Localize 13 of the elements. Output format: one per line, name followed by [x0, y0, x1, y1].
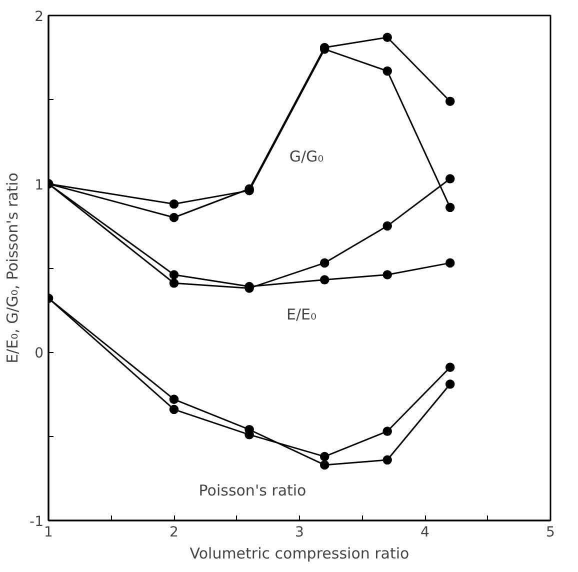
y-tick-label: -1 [30, 514, 44, 530]
y-tick-label: 0 [34, 346, 44, 362]
y-tick-label: 2 [34, 9, 44, 25]
x-tick-label: 3 [295, 524, 304, 540]
x-tick-label: 2 [170, 524, 178, 540]
annotation: E/E₀ [286, 306, 317, 324]
x-tick-label: 5 [546, 524, 555, 540]
annotation: Poisson's ratio [198, 482, 306, 500]
y-axis-title: E/E₀, G/G₀, Poisson's ratio [4, 172, 22, 364]
x-tick-label: 4 [420, 524, 430, 540]
x-axis-title: Volumetric compression ratio [190, 544, 410, 562]
annotation: G/G₀ [289, 148, 324, 166]
y-tick-label: 1 [34, 177, 44, 194]
